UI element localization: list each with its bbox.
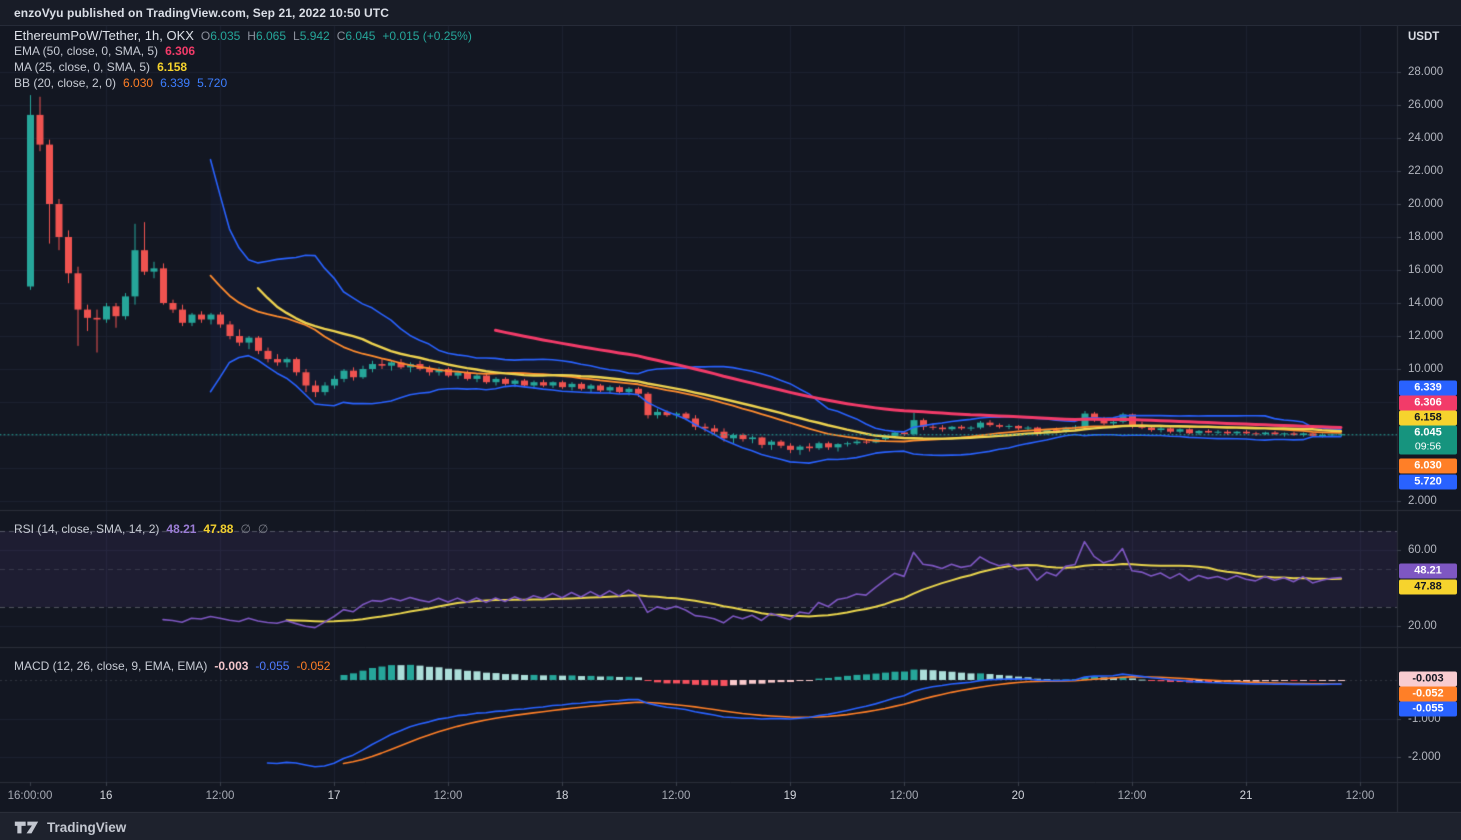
rsi-axis-label: 60.00 [1408, 544, 1437, 556]
price-axis-badge: 6.158 [1399, 410, 1457, 426]
macd-axis-badge: -0.003 [1399, 671, 1457, 687]
time-axis-label: 16:00:00 [7, 790, 53, 802]
price-axis-label: 14.000 [1408, 297, 1444, 309]
price-axis-badge: 6.030 [1399, 458, 1457, 474]
bb-lower-value: 5.720 [197, 76, 228, 90]
rsi-axis-badge: 47.88 [1399, 579, 1457, 595]
ema-legend-row[interactable]: EMA (50, close, 0, SMA, 5) 6.306 [14, 44, 195, 58]
symbol-title: EthereumPoW/Tether, 1h, OKX [14, 28, 194, 43]
badge-countdown: 09:56 [1414, 440, 1442, 453]
time-axis-label: 12:00 [1345, 790, 1375, 802]
bb-title: BB (20, close, 2, 0) [14, 76, 117, 90]
publish-header: enzoVyu published on TradingView.com, Se… [0, 0, 1461, 26]
tradingview-wordmark[interactable]: TradingView [47, 819, 127, 835]
rsi-legend-row[interactable]: RSI (14, close, SMA, 14, 2) 48.21 47.88 … [14, 522, 268, 536]
badge-value: 6.158 [1414, 411, 1442, 424]
time-axis-label: 12:00 [433, 790, 463, 802]
price-axis-badge: 6.045 09:56 [1399, 425, 1457, 455]
time-axis-label: 12:00 [1117, 790, 1147, 802]
badge-value: -0.003 [1412, 672, 1444, 685]
macd-axis-label: -2.000 [1408, 751, 1441, 763]
price-axis-currency[interactable]: USDT [1408, 31, 1440, 43]
bb-basis-value: 6.030 [123, 76, 154, 90]
publish-info: enzoVyu published on TradingView.com, Se… [14, 5, 389, 20]
time-axis-label: 12:00 [661, 790, 691, 802]
time-axis-label: 18 [555, 790, 569, 802]
ema-title: EMA (50, close, 0, SMA, 5) [14, 44, 159, 58]
rsi-title: RSI (14, close, SMA, 14, 2) [14, 522, 160, 536]
time-axis-label: 17 [327, 790, 341, 802]
time-axis-label: 12:00 [205, 790, 235, 802]
rsi-axis-badge: 48.21 [1399, 563, 1457, 579]
time-axis-label: 19 [783, 790, 797, 802]
ohlc-close: C6.045 [336, 28, 376, 43]
time-axis-label: 20 [1011, 790, 1025, 802]
price-axis-label: 18.000 [1408, 231, 1444, 243]
rsi-value: 48.21 [166, 522, 197, 536]
tradingview-logo-icon[interactable] [14, 820, 39, 835]
badge-value: -0.052 [1412, 687, 1444, 700]
ma-legend-row[interactable]: MA (25, close, 0, SMA, 5) 6.158 [14, 60, 187, 74]
price-axis-label: 26.000 [1408, 99, 1444, 111]
ma-value: 6.158 [157, 60, 188, 74]
price-axis-label: 2.000 [1408, 495, 1437, 507]
rsi-ma-value: 47.88 [203, 522, 234, 536]
macd-axis-badge: -0.055 [1399, 701, 1457, 717]
bb-legend-row[interactable]: BB (20, close, 2, 0) 6.030 6.339 5.720 [14, 76, 227, 90]
bb-upper-value: 6.339 [160, 76, 191, 90]
macd-title: MACD (12, 26, close, 9, EMA, EMA) [14, 659, 208, 673]
badge-value: 6.339 [1414, 381, 1442, 394]
badge-value: 48.21 [1414, 564, 1442, 577]
price-axis-badge: 6.306 [1399, 395, 1457, 411]
ma-title: MA (25, close, 0, SMA, 5) [14, 60, 151, 74]
rsi-axis-label: 20.00 [1408, 620, 1437, 632]
time-axis-label: 12:00 [889, 790, 919, 802]
symbol-legend-row[interactable]: EthereumPoW/Tether, 1h, OKX O6.035 H6.06… [14, 28, 472, 43]
price-axis-label: 12.000 [1408, 330, 1444, 342]
ohlc-low: L5.942 [293, 28, 330, 43]
price-axis-badge: 5.720 [1399, 474, 1457, 490]
badge-value: 47.88 [1414, 580, 1442, 593]
badge-value: 6.045 [1414, 426, 1442, 439]
time-axis-label: 21 [1239, 790, 1253, 802]
badge-value: -0.055 [1412, 702, 1444, 715]
macd-legend-row[interactable]: MACD (12, 26, close, 9, EMA, EMA) -0.003… [14, 659, 330, 673]
badge-value: 6.030 [1414, 459, 1442, 472]
price-axis-label: 10.000 [1408, 363, 1444, 375]
price-axis-badge: 6.339 [1399, 380, 1457, 396]
price-axis-label: 24.000 [1408, 132, 1444, 144]
macd-signal-value: -0.052 [296, 659, 331, 673]
price-axis-label: 16.000 [1408, 264, 1444, 276]
time-axis-label: 16 [99, 790, 113, 802]
price-axis-label: 20.000 [1408, 198, 1444, 210]
macd-axis-badge: -0.052 [1399, 686, 1457, 702]
rsi-null-1: ∅ [240, 522, 251, 536]
badge-value: 5.720 [1414, 475, 1442, 488]
price-axis-label: 28.000 [1408, 66, 1444, 78]
footer-bar: TradingView [0, 812, 1461, 840]
ema-value: 6.306 [165, 44, 196, 58]
macd-line-value: -0.055 [255, 659, 290, 673]
ohlc-open: O6.035 [200, 28, 241, 43]
ohlc-high: H6.065 [247, 28, 286, 43]
price-axis-label: 22.000 [1408, 165, 1444, 177]
badge-value: 6.306 [1414, 396, 1442, 409]
price-change: +0.015 (+0.25%) [382, 28, 472, 43]
macd-hist-value: -0.003 [214, 659, 249, 673]
rsi-null-2: ∅ [257, 522, 269, 536]
